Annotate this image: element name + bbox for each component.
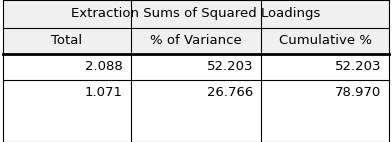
Text: 26.766: 26.766 — [207, 86, 254, 100]
Text: Cumulative %: Cumulative % — [279, 35, 372, 48]
Text: 52.203: 52.203 — [335, 60, 381, 74]
Text: 2.088: 2.088 — [85, 60, 123, 74]
Text: 52.203: 52.203 — [207, 60, 254, 74]
Bar — [3, 28, 389, 54]
Bar — [3, 0, 389, 28]
Text: Extraction Sums of Squared Loadings: Extraction Sums of Squared Loadings — [71, 8, 321, 20]
Text: 78.970: 78.970 — [335, 86, 381, 100]
Text: 1.071: 1.071 — [85, 86, 123, 100]
Text: % of Variance: % of Variance — [150, 35, 242, 48]
Text: Total: Total — [51, 35, 82, 48]
